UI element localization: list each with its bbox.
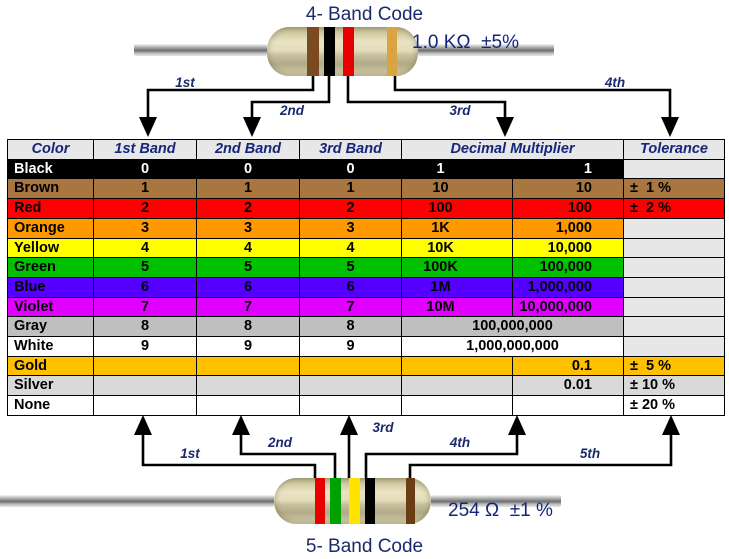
svg-text:2nd: 2nd	[267, 435, 293, 450]
svg-text:1st: 1st	[180, 446, 200, 461]
svg-text:2nd: 2nd	[279, 103, 305, 118]
svg-text:3rd: 3rd	[372, 420, 394, 435]
svg-text:4th: 4th	[449, 435, 470, 450]
svg-text:1st: 1st	[175, 75, 195, 90]
svg-text:5th: 5th	[580, 446, 600, 461]
svg-text:4th: 4th	[604, 75, 625, 90]
svg-text:3rd: 3rd	[449, 103, 471, 118]
